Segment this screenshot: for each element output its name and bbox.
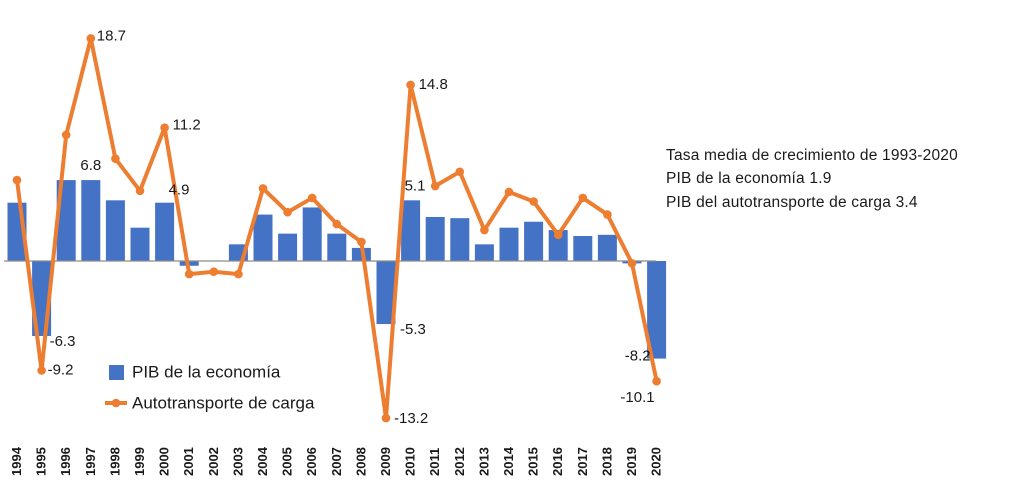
point-2003 bbox=[234, 269, 243, 279]
bar-2009 bbox=[376, 261, 396, 325]
bar-2010 bbox=[401, 200, 421, 261]
legend-label-bar: PIB de la economía bbox=[132, 362, 281, 381]
point-2014 bbox=[504, 187, 514, 197]
line-label-2010: 14.8 bbox=[419, 76, 448, 93]
x-tick-1995: 1995 bbox=[34, 447, 49, 476]
x-tick-1998: 1998 bbox=[107, 447, 122, 476]
bar-2014 bbox=[499, 227, 519, 261]
x-tick-1994: 1994 bbox=[9, 446, 24, 476]
point-2020 bbox=[652, 376, 661, 386]
x-tick-2015: 2015 bbox=[526, 447, 541, 476]
line-label-2000: 11.2 bbox=[173, 117, 201, 134]
point-2017 bbox=[578, 193, 588, 203]
point-2011 bbox=[430, 181, 440, 191]
point-2012 bbox=[455, 167, 465, 177]
x-tick-2018: 2018 bbox=[599, 447, 614, 476]
x-tick-2008: 2008 bbox=[353, 447, 368, 476]
bar-1999 bbox=[130, 227, 150, 261]
line-label-1995: -9.2 bbox=[48, 361, 74, 378]
legend-swatch-bar bbox=[109, 365, 124, 380]
x-tick-2004: 2004 bbox=[255, 446, 270, 476]
x-tick-2019: 2019 bbox=[624, 447, 639, 476]
point-2006 bbox=[307, 193, 317, 203]
bar-2016 bbox=[548, 230, 568, 261]
note-title: Tasa media de crecimiento de 1993-2020 bbox=[666, 147, 958, 164]
point-2019 bbox=[627, 259, 637, 268]
x-tick-2017: 2017 bbox=[575, 447, 590, 476]
line-label-2020: -10.1 bbox=[620, 389, 654, 406]
x-tick-2016: 2016 bbox=[550, 447, 565, 476]
point-2016 bbox=[553, 230, 563, 240]
bar-2020 bbox=[647, 261, 667, 359]
point-2002 bbox=[209, 267, 219, 277]
bar-1998 bbox=[105, 200, 125, 261]
point-1996 bbox=[61, 130, 71, 140]
point-2008 bbox=[357, 237, 366, 247]
x-tick-2013: 2013 bbox=[476, 447, 491, 476]
point-1994 bbox=[12, 175, 22, 185]
bar-label-2009: -5.3 bbox=[400, 321, 426, 338]
point-2013 bbox=[480, 225, 489, 235]
legend: PIB de la economía Autotransporte de carg… bbox=[105, 362, 315, 412]
x-tick-1999: 1999 bbox=[132, 447, 147, 476]
bar-2017 bbox=[573, 236, 593, 261]
point-1999 bbox=[135, 186, 145, 196]
bar-2012 bbox=[450, 218, 470, 261]
point-1995 bbox=[37, 366, 46, 375]
legend-marker-line bbox=[111, 398, 121, 408]
x-tick-2010: 2010 bbox=[403, 447, 418, 476]
bar-2011 bbox=[425, 216, 445, 261]
x-tick-1997: 1997 bbox=[83, 447, 98, 476]
note-pib-autotransporte: PIB del autotransporte de carga 3.4 bbox=[666, 194, 918, 211]
bar-2000 bbox=[155, 202, 175, 261]
bar-series bbox=[7, 180, 667, 359]
point-2018 bbox=[603, 210, 612, 219]
x-tick-2011: 2011 bbox=[427, 448, 442, 476]
data-labels: -6.3 6.8 4.9 -5.3 5.1 -8.2 -9.2 18.7 11.2 -13.2 14… bbox=[48, 27, 655, 427]
point-2001 bbox=[184, 269, 194, 279]
point-2007 bbox=[332, 219, 342, 229]
legend-label-line: Autotransporte de carga bbox=[132, 393, 315, 412]
x-tick-2001: 2001 bbox=[181, 447, 196, 476]
point-2015 bbox=[529, 197, 538, 206]
point-2004 bbox=[258, 184, 268, 193]
point-2009 bbox=[381, 413, 391, 423]
x-tick-2000: 2000 bbox=[157, 447, 172, 476]
point-2010 bbox=[406, 80, 415, 90]
bar-2004 bbox=[253, 214, 273, 261]
bar-2005 bbox=[278, 233, 298, 261]
x-tick-2007: 2007 bbox=[329, 447, 344, 476]
bar-2006 bbox=[302, 207, 322, 261]
point-2000 bbox=[160, 123, 169, 133]
line-label-2009: -13.2 bbox=[394, 410, 428, 427]
bar-2007 bbox=[327, 233, 347, 261]
x-tick-2009: 2009 bbox=[378, 447, 393, 476]
x-tick-2014: 2014 bbox=[501, 446, 516, 476]
line-series bbox=[12, 34, 661, 423]
bar-1997 bbox=[81, 180, 101, 261]
x-tick-2005: 2005 bbox=[280, 447, 295, 476]
bar-2018 bbox=[597, 234, 617, 261]
x-axis-tick-labels: 1994 1995 1996 1997 1998 1999 2000 2001 2002 2003… bbox=[9, 446, 664, 476]
line-label-1997: 18.7 bbox=[97, 27, 126, 44]
bar-2013 bbox=[474, 244, 494, 261]
point-2005 bbox=[283, 207, 292, 217]
x-tick-2002: 2002 bbox=[206, 447, 221, 476]
note-pib-economia: PIB de la economía 1.9 bbox=[666, 170, 832, 187]
x-tick-2006: 2006 bbox=[304, 447, 319, 476]
bar-1996 bbox=[56, 180, 76, 261]
x-tick-2003: 2003 bbox=[230, 447, 245, 476]
bar-label-2010: 5.1 bbox=[405, 177, 426, 194]
bar-label-1995: -6.3 bbox=[50, 333, 76, 350]
bar-label-1997: 6.8 bbox=[80, 157, 101, 174]
x-tick-1996: 1996 bbox=[58, 447, 73, 476]
x-tick-2012: 2012 bbox=[452, 447, 467, 476]
bar-label-2020: -8.2 bbox=[625, 348, 651, 365]
point-1997 bbox=[86, 34, 96, 43]
bar-2015 bbox=[524, 221, 544, 261]
x-tick-2020: 2020 bbox=[649, 447, 664, 476]
bar-label-2000: 4.9 bbox=[169, 182, 190, 199]
point-1998 bbox=[111, 154, 120, 163]
